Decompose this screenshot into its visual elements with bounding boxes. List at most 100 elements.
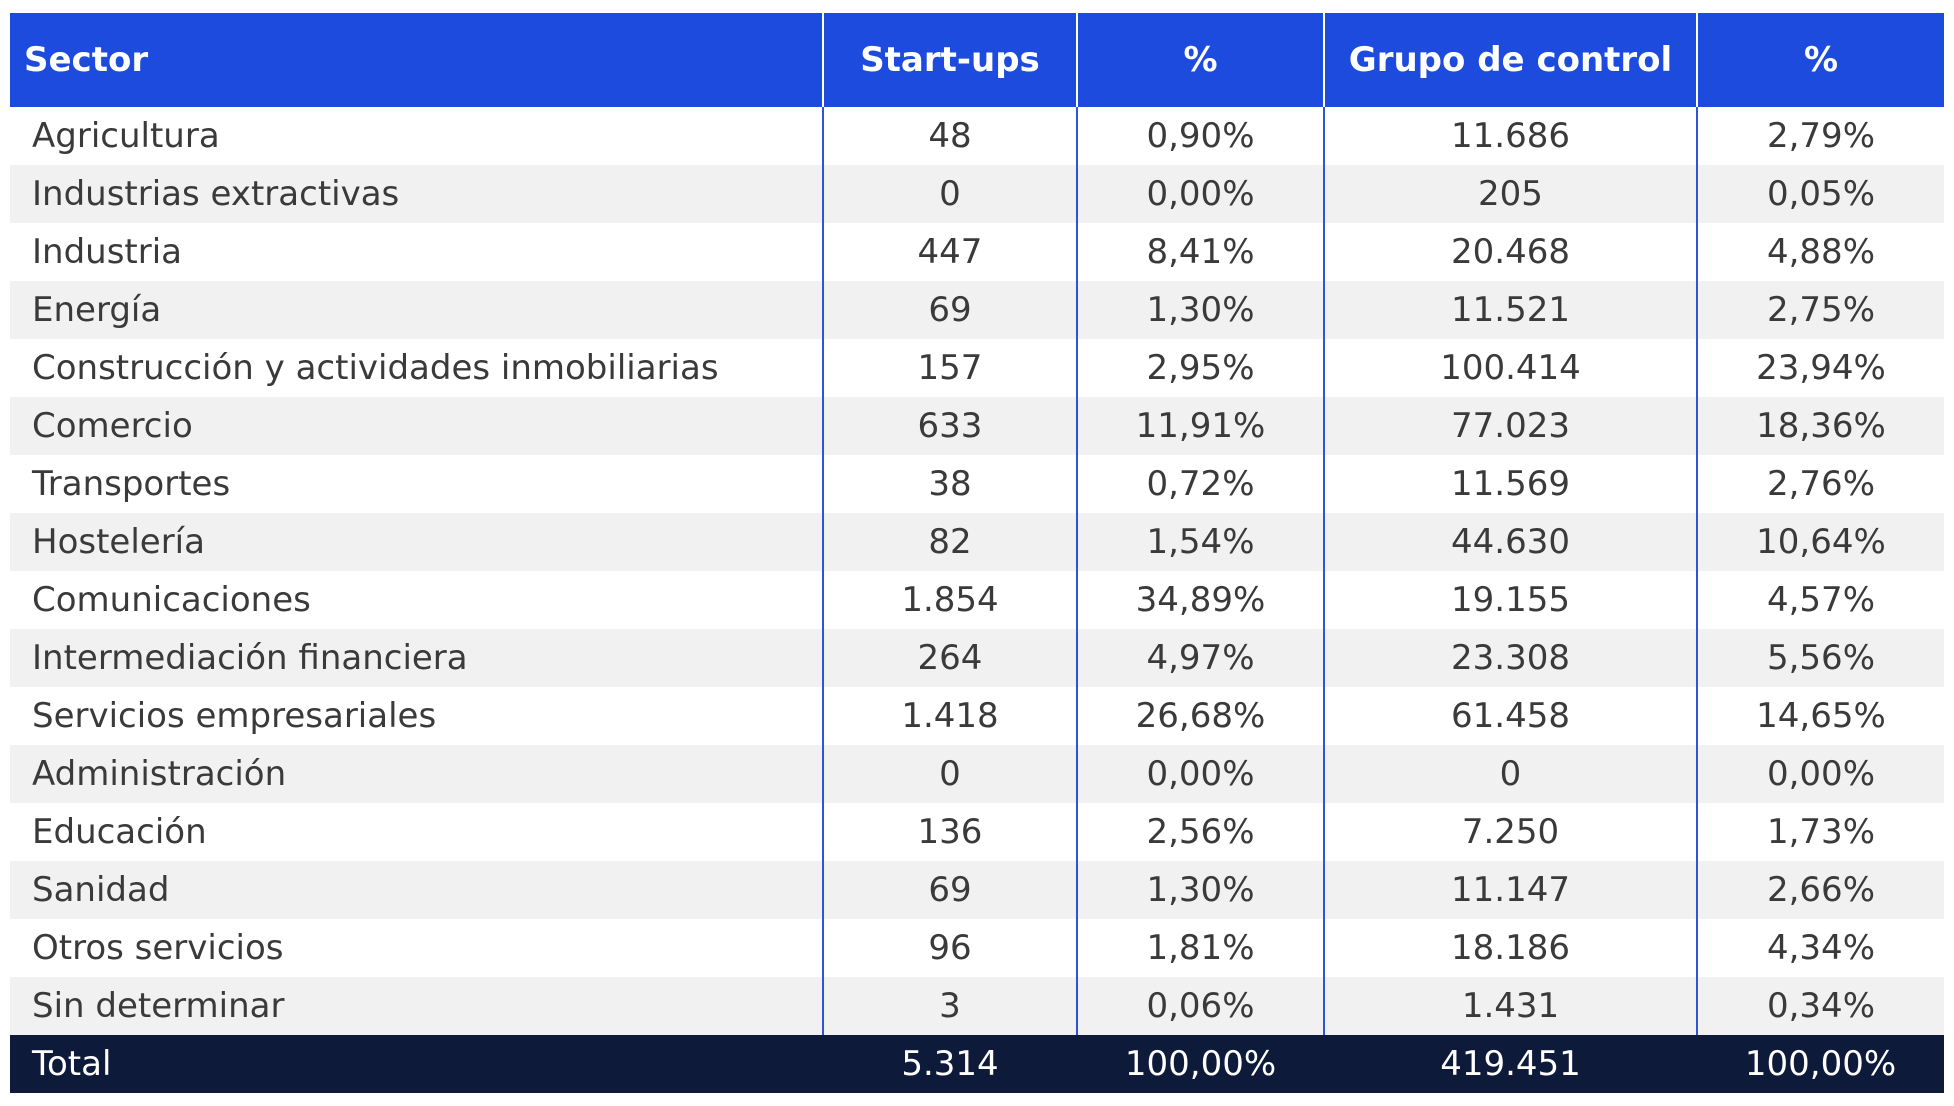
cell-startups-percent: 0,72% — [1076, 455, 1324, 513]
table-row: Industria 447 8,41% 20.468 4,88% — [10, 223, 1944, 281]
cell-startups-percent: 2,95% — [1076, 339, 1324, 397]
cell-control-percent: 4,34% — [1696, 919, 1944, 977]
cell-control-group: 11.147 — [1323, 861, 1697, 919]
total-control-percent: 100,00% — [1697, 1035, 1944, 1093]
table-row: Energía 69 1,30% 11.521 2,75% — [10, 281, 1944, 339]
cell-sector: Servicios empresariales — [32, 696, 437, 736]
cell-control-percent: 10,64% — [1696, 513, 1944, 571]
cell-control-group: 7.250 — [1323, 803, 1697, 861]
table-row: Construcción y actividades inmobiliarias… — [10, 339, 1944, 397]
cell-startups-percent: 2,56% — [1076, 803, 1324, 861]
cell-control-percent: 0,00% — [1696, 745, 1944, 803]
cell-startups: 96 — [822, 919, 1077, 977]
cell-control-percent: 18,36% — [1696, 397, 1944, 455]
cell-sector: Sanidad — [10, 861, 823, 919]
cell-control-percent: 0,34% — [1696, 977, 1944, 1035]
cell-startups-percent: 0,00% — [1076, 165, 1324, 223]
cell-startups: 157 — [822, 339, 1077, 397]
table-row: Agricultura 48 0,90% 11.686 2,79% — [10, 107, 1944, 165]
total-label: Total — [10, 1035, 823, 1093]
cell-control-group: 0 — [1323, 745, 1697, 803]
cell-startups-percent: 0,06% — [1076, 977, 1324, 1035]
table-row: Comercio 633 11,91% 77.023 18,36% — [10, 397, 1944, 455]
cell-startups-percent: 1,81% — [1076, 919, 1324, 977]
cell-startups-percent: 0,00% — [1076, 745, 1324, 803]
cell-control-percent: 4,57% — [1696, 571, 1944, 629]
cell-sector: Comunicaciones — [32, 580, 311, 620]
cell-control-percent: 5,56% — [1696, 629, 1944, 687]
header-startups: Start-ups — [822, 13, 1077, 107]
cell-control-percent: 23,94% — [1696, 339, 1944, 397]
cell-startups-percent: 4,97% — [1076, 629, 1324, 687]
cell-control-group: 20.468 — [1323, 223, 1697, 281]
cell-control-group: 11.521 — [1323, 281, 1697, 339]
cell-sector: Industrias extractivas — [10, 165, 823, 223]
table-row: Sanidad 69 1,30% 11.147 2,66% — [10, 861, 1944, 919]
table-row: Industrias extractivas 0 0,00% 205 0,05% — [10, 165, 1944, 223]
cell-control-group: 61.458 — [1323, 687, 1697, 745]
cell-startups-percent: 0,90% — [1076, 107, 1324, 165]
cell-sector: Energía — [10, 281, 823, 339]
cell-startups-percent: 8,41% — [1076, 223, 1324, 281]
cell-control-percent: 4,88% — [1696, 223, 1944, 281]
cell-sector: Sin determinar — [10, 977, 823, 1035]
cell-startups: 0 — [822, 745, 1077, 803]
cell-control-group: 11.569 — [1323, 455, 1697, 513]
table-row: Comunicaciones 1.854 34,89% 19.155 4,57% — [10, 571, 1944, 629]
cell-startups-percent: 1,30% — [1076, 861, 1324, 919]
cell-sector: Construcción y actividades inmobiliarias — [32, 348, 719, 388]
cell-control-percent: 1,73% — [1696, 803, 1944, 861]
cell-sector: Educación — [32, 812, 207, 852]
cell-control-group: 11.686 — [1323, 107, 1697, 165]
cell-control-group: 77.023 — [1323, 397, 1697, 455]
table-row: Servicios empresariales 1.418 26,68% 61.… — [10, 687, 1944, 745]
cell-control-percent: 2,76% — [1696, 455, 1944, 513]
cell-control-percent: 2,75% — [1696, 281, 1944, 339]
header-control-group: Grupo de control — [1323, 13, 1697, 107]
cell-control-group: 18.186 — [1323, 919, 1697, 977]
cell-control-percent: 2,79% — [1696, 107, 1944, 165]
cell-startups: 0 — [822, 165, 1077, 223]
cell-control-percent: 0,05% — [1696, 165, 1944, 223]
cell-sector: Industria — [32, 232, 183, 272]
cell-startups: 1.418 — [822, 687, 1077, 745]
table-row: Administración 0 0,00% 0 0,00% — [10, 745, 1944, 803]
cell-sector: Agricultura — [32, 116, 220, 156]
cell-sector: Otros servicios — [32, 928, 284, 968]
table-row: Educación 136 2,56% 7.250 1,73% — [10, 803, 1944, 861]
cell-startups: 264 — [822, 629, 1077, 687]
cell-sector: Transportes — [32, 464, 231, 504]
cell-control-group: 19.155 — [1323, 571, 1697, 629]
total-row: Total 5.314 100,00% 419.451 100,00% — [10, 1035, 1944, 1093]
cell-control-percent: 2,66% — [1696, 861, 1944, 919]
cell-startups-percent: 11,91% — [1076, 397, 1324, 455]
cell-sector: Administración — [10, 745, 823, 803]
cell-startups: 69 — [822, 861, 1077, 919]
cell-control-group: 44.630 — [1323, 513, 1697, 571]
sector-table-container: Sector Start-ups % Grupo de control % Ag… — [10, 13, 1944, 1093]
cell-startups: 38 — [822, 455, 1077, 513]
header-sector: Sector — [10, 13, 823, 107]
total-control-group: 419.451 — [1324, 1035, 1697, 1093]
table-row: Intermediación financiera 264 4,97% 23.3… — [10, 629, 1944, 687]
total-startups-percent: 100,00% — [1077, 1035, 1324, 1093]
cell-startups: 3 — [822, 977, 1077, 1035]
table-row: Sin determinar 3 0,06% 1.431 0,34% — [10, 977, 1944, 1035]
cell-startups: 1.854 — [822, 571, 1077, 629]
cell-control-percent: 14,65% — [1696, 687, 1944, 745]
header-control-percent: % — [1696, 13, 1944, 107]
cell-startups: 633 — [822, 397, 1077, 455]
cell-startups: 447 — [822, 223, 1077, 281]
cell-startups: 48 — [822, 107, 1077, 165]
header-startups-percent: % — [1076, 13, 1324, 107]
cell-startups: 82 — [822, 513, 1077, 571]
cell-startups: 69 — [822, 281, 1077, 339]
cell-sector: Intermediación financiera — [10, 629, 823, 687]
cell-control-group: 1.431 — [1323, 977, 1697, 1035]
sector-table: Sector Start-ups % Grupo de control % Ag… — [10, 13, 1944, 1093]
cell-control-group: 205 — [1323, 165, 1697, 223]
total-startups: 5.314 — [823, 1035, 1077, 1093]
cell-control-group: 23.308 — [1323, 629, 1697, 687]
cell-startups-percent: 1,30% — [1076, 281, 1324, 339]
table-row: Otros servicios 96 1,81% 18.186 4,34% — [10, 919, 1944, 977]
